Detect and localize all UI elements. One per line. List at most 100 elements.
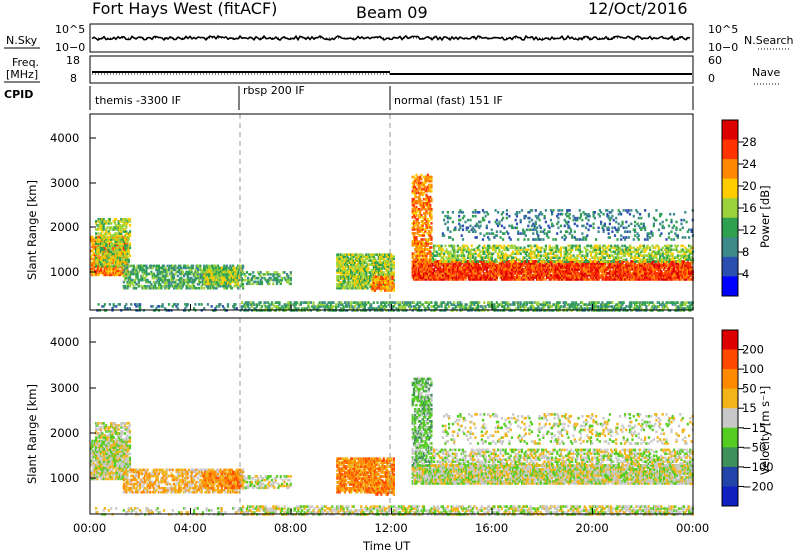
echo-cell: [190, 280, 193, 284]
echo-cell: [102, 236, 105, 239]
echo-cell: [167, 266, 171, 270]
echo-cell: [102, 273, 105, 277]
echo-cell: [366, 286, 369, 290]
echo-cell: [113, 247, 117, 251]
echo-cell: [137, 280, 140, 284]
echo-cell: [123, 218, 127, 221]
echo-cell: [91, 243, 94, 247]
echo-cell: [421, 238, 424, 241]
echo-cell: [100, 267, 103, 271]
echo-cell: [135, 282, 138, 286]
echo-cell: [118, 239, 122, 243]
echo-cell: [249, 282, 252, 286]
echo-cell: [108, 241, 111, 245]
echo-cell: [444, 244, 447, 248]
echo-cell: [190, 276, 193, 280]
echo-cell: [97, 248, 100, 252]
echo-cell: [103, 261, 106, 265]
echo-cell: [112, 238, 115, 241]
echo-cell: [122, 245, 125, 249]
echo-cell: [159, 276, 162, 280]
echo-cell: [463, 244, 466, 248]
echo-cell: [120, 247, 123, 251]
echo-cell: [137, 282, 140, 286]
echo-cell: [193, 278, 196, 282]
echo-cell: [430, 226, 433, 229]
echo-cell: [199, 280, 202, 284]
echo-cell: [102, 269, 105, 273]
echo-cell: [245, 271, 248, 274]
echo-cell: [105, 265, 108, 269]
echo-cell: [132, 270, 135, 274]
echo-cell: [106, 273, 109, 277]
echo-cell: [116, 234, 119, 237]
echo-cell: [176, 274, 179, 278]
echo-cell: [195, 272, 198, 276]
echo-cell: [190, 264, 193, 268]
echo-cell: [126, 236, 129, 239]
echo-cell: [111, 256, 114, 260]
echo-cell: [92, 245, 95, 249]
echo-cell: [128, 230, 132, 233]
echo-cell: [115, 218, 118, 221]
echo-cell: [108, 220, 111, 223]
echo-cell: [164, 276, 167, 280]
echo-cell: [101, 230, 104, 233]
echo-cell: [97, 220, 100, 223]
echo-cell: [101, 218, 104, 221]
echo-cell: [95, 228, 98, 231]
echo-cell: [233, 284, 236, 288]
echo-cell: [120, 262, 123, 266]
echo-cell: [97, 258, 100, 262]
echo-cell: [113, 222, 117, 225]
echo-cell: [191, 286, 194, 290]
echo-cell: [100, 271, 103, 275]
echo-cell: [120, 265, 123, 269]
echo-cell: [476, 260, 480, 263]
echo-cell: [107, 220, 110, 223]
echo-cell: [181, 272, 184, 276]
echo-cell: [108, 232, 111, 235]
echo-cell: [180, 266, 183, 270]
echo-cell: [147, 272, 150, 276]
echo-cell: [127, 278, 130, 282]
echo-cell: [121, 269, 124, 273]
echo-cell: [103, 242, 106, 245]
echo-cell: [185, 270, 188, 274]
echo-cell: [110, 264, 113, 268]
echo-cell: [159, 266, 162, 270]
echo-cell: [116, 239, 119, 243]
echo-cell: [272, 282, 275, 286]
echo-cell: [95, 252, 98, 256]
echo-cell: [172, 266, 176, 270]
echo-cell: [162, 284, 166, 288]
echo-cell: [97, 261, 100, 265]
echo-cell: [125, 240, 128, 243]
echo-cell: [120, 245, 123, 249]
echo-cell: [156, 264, 159, 268]
echo-cell: [91, 241, 94, 245]
echo-cell: [110, 254, 113, 258]
echo-cell: [122, 228, 125, 231]
echo-cell: [157, 266, 160, 270]
echo-cell: [108, 250, 111, 254]
echo-cell: [194, 278, 197, 282]
echo-cell: [142, 264, 145, 268]
echo-cell: [174, 264, 177, 268]
echo-cell: [458, 254, 461, 257]
echo-cell: [110, 238, 113, 241]
echo-cell: [193, 280, 196, 284]
echo-cell: [123, 286, 127, 290]
echo-cell: [123, 252, 127, 256]
echo-cell: [97, 267, 100, 271]
echo-cell: [105, 228, 108, 231]
echo-cell: [105, 271, 108, 275]
echo-cell: [96, 250, 99, 254]
echo-cell: [474, 256, 477, 259]
echo-cell: [106, 236, 109, 239]
echo-cell: [92, 241, 95, 245]
echo-cell: [113, 273, 117, 277]
echo-cell: [512, 256, 515, 259]
echo-cell: [430, 246, 433, 249]
echo-cell: [160, 284, 163, 288]
